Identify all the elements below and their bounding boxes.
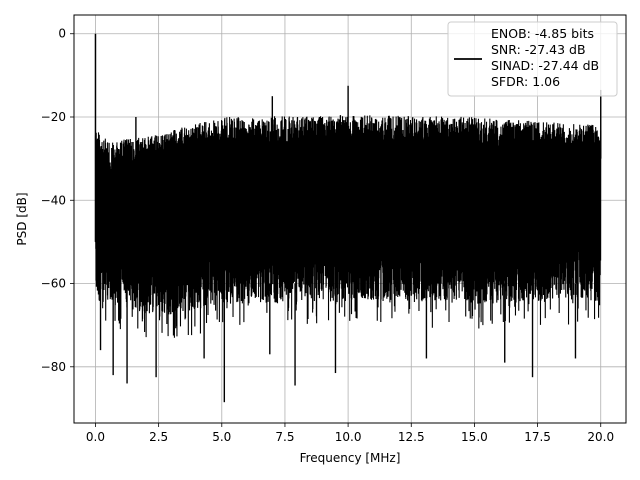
x-tick-label: 5.0 [212, 430, 231, 444]
plot-frame [73, 14, 627, 424]
x-tick-label: 17.5 [524, 430, 551, 444]
x-tick-label: 20.0 [587, 430, 614, 444]
legend: ENOB: -4.85 bits SNR: -27.43 dB SINAD: -… [447, 21, 618, 97]
y-axis-label: PSD [dB] [15, 192, 29, 245]
x-tick-label: 10.0 [335, 430, 362, 444]
x-tick-label: 12.5 [398, 430, 425, 444]
legend-line-enob: ENOB: -4.85 bits [491, 26, 594, 41]
y-tick-label: −20 [41, 110, 66, 124]
legend-line-snr: SNR: -27.43 dB [491, 42, 586, 57]
y-tick-label: 0 [58, 27, 66, 41]
series-layer [94, 33, 602, 403]
x-tick-label: 0.0 [86, 430, 105, 444]
legend-line-sinad: SINAD: -27.44 dB [491, 58, 599, 73]
x-tick-label: 7.5 [275, 430, 294, 444]
legend-line-sfdr: SFDR: 1.06 [491, 74, 560, 89]
x-tick-label: 15.0 [461, 430, 488, 444]
legend-box [447, 21, 618, 97]
y-tick-label: −80 [41, 360, 66, 374]
y-tick-label: −40 [41, 193, 66, 207]
x-tick-label: 2.5 [149, 430, 168, 444]
y-axis: 0 −20 −40 −60 −80 [41, 27, 74, 374]
x-axis-label: Frequency [MHz] [300, 451, 401, 465]
x-axis: 0.0 2.5 5.0 7.5 10.0 12.5 15.0 17.5 20.0 [86, 423, 614, 444]
y-tick-label: −60 [41, 277, 66, 291]
